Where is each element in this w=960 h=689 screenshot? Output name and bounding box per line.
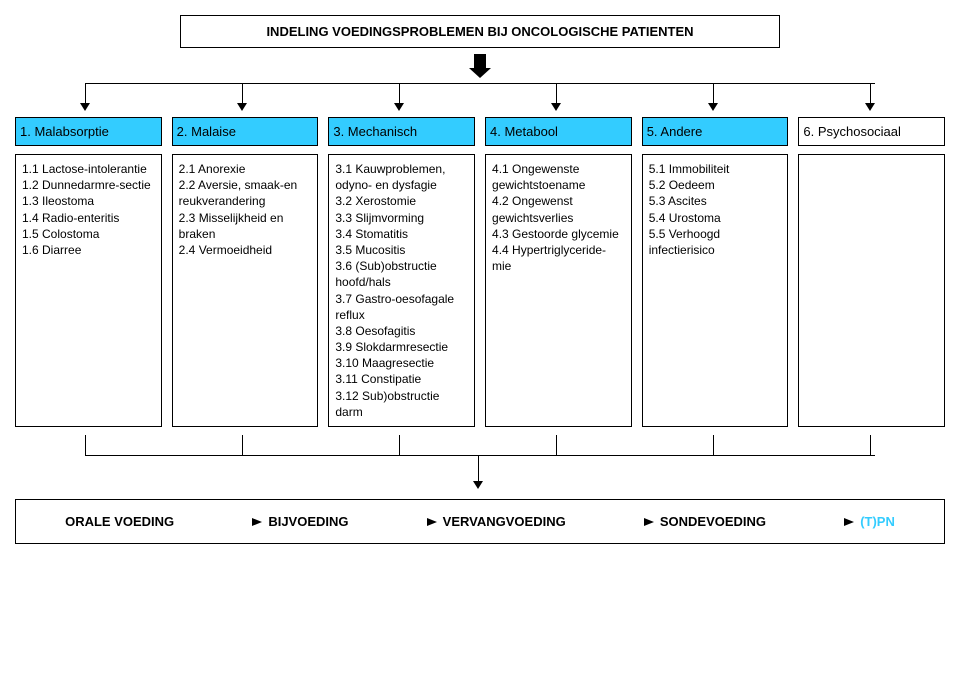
detail-row: 1.1 Lactose-intolerantie 1.2 Dunnedarmre… xyxy=(15,154,945,427)
category-box: 6. Psychosociaal xyxy=(798,117,945,146)
detail-box xyxy=(798,154,945,427)
category-row: 1. Malabsorptie 2. Malaise 3. Mechanisch… xyxy=(15,117,945,146)
right-arrow-icon xyxy=(644,518,654,526)
bottom-connector xyxy=(15,435,945,495)
detail-box: 3.1 Kauwproblemen, odyno- en dysfagie 3.… xyxy=(328,154,475,427)
category-box: 2. Malaise xyxy=(172,117,319,146)
category-box: 3. Mechanisch xyxy=(328,117,475,146)
right-arrow-icon xyxy=(844,518,854,526)
flow-label: ORALE VOEDING xyxy=(65,514,174,529)
therapy-flow-box: ORALE VOEDING BIJVOEDING VERVANGVOEDING … xyxy=(15,499,945,544)
flow-label: (T)PN xyxy=(860,514,895,529)
category-box: 4. Metabool xyxy=(485,117,632,146)
right-arrow-icon xyxy=(427,518,437,526)
detail-box: 5.1 Immobiliteit 5.2 Oedeem 5.3 Ascites … xyxy=(642,154,789,427)
detail-box: 2.1 Anorexie 2.2 Aversie, smaak-en reukv… xyxy=(172,154,319,427)
category-box: 1. Malabsorptie xyxy=(15,117,162,146)
flow-label: BIJVOEDING xyxy=(268,514,348,529)
flow-item: SONDEVOEDING xyxy=(644,514,766,529)
flow-item: BIJVOEDING xyxy=(252,514,348,529)
flow-label: SONDEVOEDING xyxy=(660,514,766,529)
right-arrow-icon xyxy=(252,518,262,526)
detail-box: 4.1 Ongewenste gewichtstoename 4.2 Ongew… xyxy=(485,154,632,427)
flow-item: (T)PN xyxy=(844,514,895,529)
flow-item: VERVANGVOEDING xyxy=(427,514,566,529)
top-connector xyxy=(15,73,945,113)
category-box: 5. Andere xyxy=(642,117,789,146)
diagram-title: INDELING VOEDINGSPROBLEMEN BIJ ONCOLOGIS… xyxy=(180,15,780,48)
detail-box: 1.1 Lactose-intolerantie 1.2 Dunnedarmre… xyxy=(15,154,162,427)
flow-label: VERVANGVOEDING xyxy=(443,514,566,529)
flow-item: ORALE VOEDING xyxy=(65,514,174,529)
title-down-arrow xyxy=(15,54,945,71)
